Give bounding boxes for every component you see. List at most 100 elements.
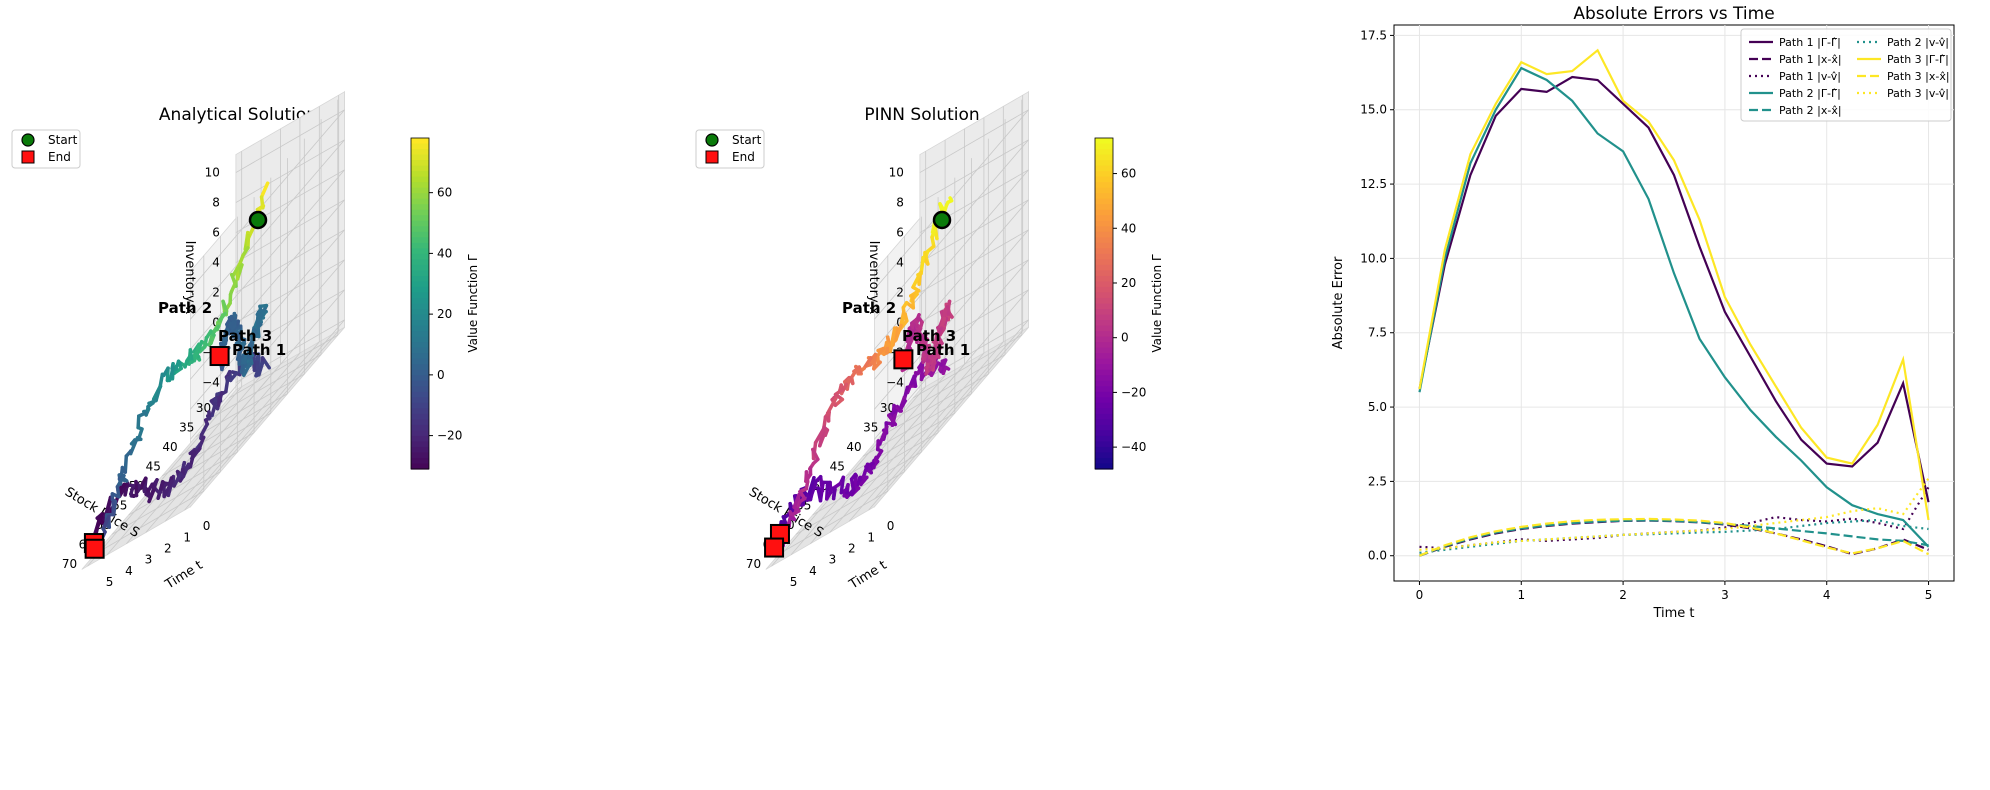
colorbar-segment (411, 463, 429, 470)
colorbar-segment (1095, 198, 1113, 205)
colorbar-segment (1095, 292, 1113, 299)
plot-title: Analytical Solution (159, 105, 317, 125)
colorbar-segment (1095, 193, 1113, 200)
legend-label: Path 1 |Γ-Γ̂| (1779, 36, 1841, 49)
inventory-tick-label: 2 (212, 286, 220, 300)
colorbar-segment (411, 408, 429, 415)
grid-line (868, 330, 1024, 511)
inventory-tick-label: 4 (896, 256, 904, 270)
grid-line (212, 354, 322, 418)
legend-label: Path 2 |v-v̂| (1887, 36, 1949, 49)
x-tick-label: 1 (1517, 588, 1525, 602)
colorbar-segment (411, 209, 429, 216)
grid-line (145, 352, 301, 533)
grid-line (919, 139, 1029, 203)
colorbar-segment (411, 281, 429, 288)
price-tick-label: 45 (830, 459, 845, 473)
series-line-5 (1419, 519, 1929, 557)
grid-line (235, 139, 345, 203)
colorbar-segment (411, 424, 429, 431)
time-tick-label: 5 (106, 575, 114, 589)
colorbar-segment (1095, 215, 1113, 222)
path-label: Path 1 (232, 341, 286, 359)
colorbar-segment (1095, 446, 1113, 454)
grid-line (184, 330, 340, 511)
colorbar-segment (1095, 364, 1113, 371)
colorbar-segment (411, 160, 429, 167)
legend-label: Path 3 |Γ-Γ̂| (1887, 53, 1949, 66)
trajectory-segment (101, 514, 111, 531)
colorbar-tick-label: 40 (1121, 221, 1136, 235)
grid-line (190, 229, 345, 410)
colorbar-segment (411, 143, 429, 150)
legend: Start End (695, 129, 765, 169)
colorbar-segment (411, 347, 429, 354)
pane-floor (81, 326, 345, 570)
colorbar-segment (1095, 331, 1113, 338)
grid-line (161, 412, 272, 477)
inventory-tick-label: 6 (212, 226, 220, 240)
chart-title: Absolute Errors vs Time (1573, 4, 1774, 24)
colorbar-segment (1095, 220, 1113, 227)
grid-line (190, 169, 345, 350)
colorbar-tick-label: 20 (437, 307, 452, 321)
trajectory-segment (862, 356, 873, 371)
series-line-8 (1419, 517, 1930, 557)
analytical-3d-plot: Analytical Solution012345303540455055606… (11, 90, 480, 593)
colorbar-segment (1095, 303, 1113, 310)
colorbar-segment (1095, 463, 1113, 470)
price-tick-label: 30 (880, 401, 895, 415)
colorbar-segment (411, 391, 429, 398)
colorbar-segment (411, 303, 429, 310)
colorbar-segment (1095, 231, 1113, 238)
x-tick-label: 0 (1416, 588, 1424, 602)
time-tick-label: 4 (809, 564, 817, 578)
trajectory-segment (134, 479, 139, 498)
colorbar-segment (411, 441, 429, 448)
colorbar: 60 40 20 0 −20 Value Function Γ (410, 137, 480, 470)
legend-label: Path 3 |x-x̂| (1887, 70, 1950, 83)
inventory-tick-label: −4 (886, 376, 904, 390)
time-tick-label: 4 (125, 564, 133, 578)
trajectory-segment (919, 255, 925, 274)
inventory-tick-label: 8 (212, 196, 220, 210)
colorbar-segment (411, 248, 429, 255)
trajectory-segment (878, 425, 889, 446)
colorbar-segment (1095, 297, 1113, 305)
grid-line (190, 289, 345, 470)
grid-line (195, 373, 305, 438)
start-marker (932, 210, 952, 230)
trajectory-segment (188, 450, 196, 469)
colorbar-segment (1095, 187, 1113, 194)
colorbar-segment (1095, 165, 1113, 172)
colorbar-segment (1095, 226, 1113, 233)
grid-line (874, 229, 1029, 410)
inventory-tick-label: −4 (202, 376, 220, 390)
colorbar-segment (411, 297, 429, 305)
grid-line (912, 334, 1023, 399)
trajectory-segment (852, 473, 858, 491)
trajectory-segment (224, 376, 230, 394)
colorbar-segment (1095, 286, 1113, 294)
inventory-tick-label: 10 (889, 166, 904, 180)
grid-line (795, 471, 905, 535)
colorbar-segment (1095, 209, 1113, 216)
colorbar-segment (411, 331, 429, 338)
legend-label: Path 3 |v-v̂| (1887, 87, 1949, 100)
trajectory-segment (849, 477, 856, 492)
colorbar-segment (411, 369, 429, 376)
end-marker (893, 349, 914, 370)
colorbar-segment (1095, 430, 1113, 437)
time-tick-label: 2 (848, 542, 856, 556)
colorbar-segment (411, 149, 429, 156)
legend-label: Path 1 |x-x̂| (1779, 53, 1842, 66)
path-label: Path 2 (158, 299, 212, 317)
grid-line (94, 490, 205, 555)
pinn-panel: PINN Solution012345303540455055606570−4−… (684, 0, 1324, 790)
y-tick-label: 10.0 (1360, 251, 1387, 265)
colorbar-segment (411, 226, 429, 233)
ticks: 0 1 2 3 4 5 0.0 2.5 5.0 7.5 10.0 12.5 15.0 17.5 (1360, 28, 1932, 602)
y-tick-label: 15.0 (1360, 103, 1387, 117)
trajectory-segment (229, 280, 238, 294)
trajectory-segment (215, 390, 224, 411)
